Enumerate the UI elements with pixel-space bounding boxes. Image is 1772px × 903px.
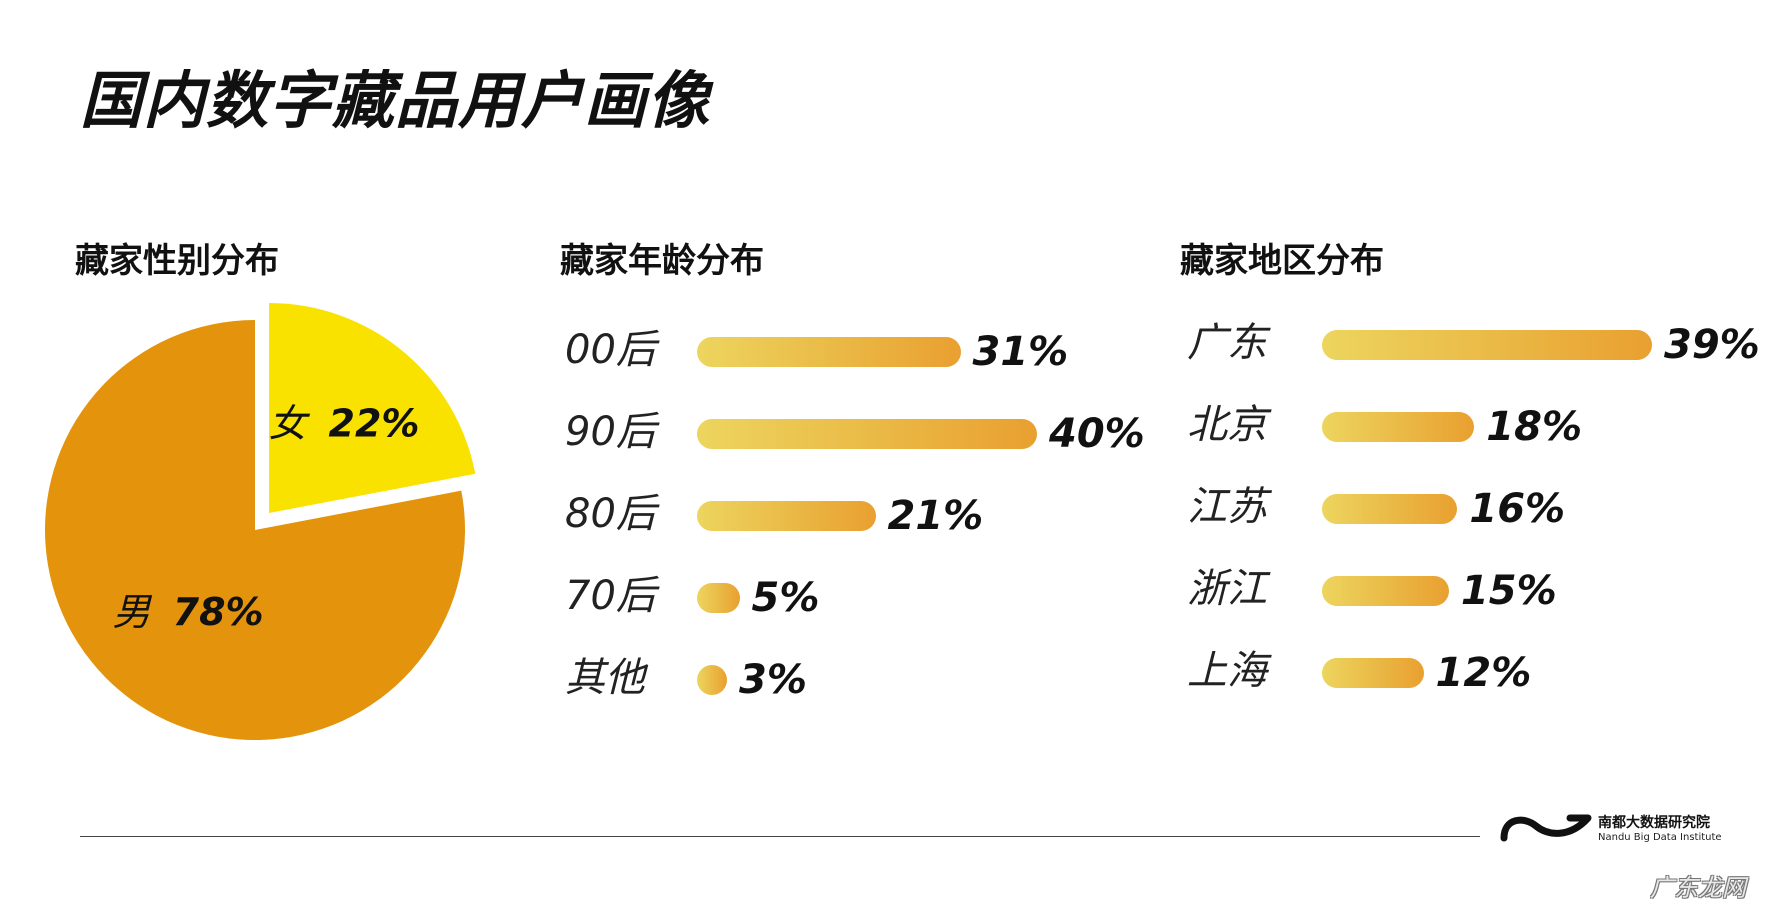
page-title: 国内数字藏品用户画像: [80, 64, 711, 137]
age-category-label: 90后: [565, 409, 656, 455]
age-bar: [697, 501, 876, 531]
region-value-label: 18%: [1486, 404, 1583, 450]
age-category-label: 70后: [565, 573, 656, 619]
age-bar: [697, 337, 961, 367]
gender-panel-title: 藏家性别分布: [75, 241, 279, 281]
region-bar: [1322, 576, 1449, 606]
region-panel-title: 藏家地区分布: [1180, 241, 1384, 281]
region-row: 浙江 15%: [1187, 566, 1772, 614]
region-bar: [1322, 412, 1475, 442]
region-row: 江苏 16%: [1187, 484, 1772, 532]
region-value-label: 16%: [1469, 486, 1566, 532]
region-row: 北京 18%: [1187, 402, 1772, 450]
brand-name-cn: 南都大数据研究院: [1598, 815, 1710, 831]
age-category-label: 00后: [565, 327, 656, 373]
watermark: 广东龙网: [1650, 874, 1746, 902]
pie-label-male: 男 78%: [113, 590, 264, 634]
region-row: 广东 39%: [1187, 320, 1772, 368]
age-value-label: 21%: [887, 493, 984, 539]
region-category-label: 江苏: [1187, 484, 1267, 530]
region-value-label: 12%: [1435, 650, 1532, 696]
footer-divider: [80, 836, 1480, 837]
age-category-label: 80后: [565, 491, 656, 537]
region-value-label: 15%: [1460, 568, 1557, 614]
region-bar: [1322, 494, 1458, 524]
age-row: 80后 21%: [565, 491, 1165, 539]
age-panel-title: 藏家年龄分布: [560, 241, 764, 281]
brand-name-en: Nandu Big Data Institute: [1598, 832, 1722, 843]
age-bar: [697, 419, 1037, 449]
region-category-label: 北京: [1187, 402, 1267, 448]
nandu-logo-icon: [1500, 814, 1592, 842]
age-bar: [697, 583, 740, 613]
region-value-label: 39%: [1664, 322, 1760, 368]
region-bar: [1322, 330, 1652, 360]
age-value-label: 40%: [1049, 411, 1145, 457]
age-row: 其他 3%: [565, 655, 1165, 703]
pie-label-female: 女 22%: [268, 401, 419, 445]
age-value-label: 5%: [751, 575, 820, 621]
age-row: 00后 31%: [565, 327, 1165, 375]
region-bar: [1322, 658, 1424, 688]
age-bar: [697, 665, 727, 695]
region-category-label: 广东: [1187, 320, 1267, 366]
region-category-label: 上海: [1187, 648, 1267, 694]
age-value-label: 3%: [739, 657, 807, 703]
region-category-label: 浙江: [1187, 566, 1267, 612]
pie-slice-female: [269, 303, 476, 514]
pie-slice-male: [45, 320, 465, 740]
region-row: 上海 12%: [1187, 648, 1772, 696]
age-value-label: 31%: [972, 329, 1069, 375]
age-row: 70后 5%: [565, 573, 1165, 621]
age-category-label: 其他: [565, 655, 645, 701]
age-row: 90后 40%: [565, 409, 1165, 457]
gender-pie-chart: 女 22% 男 78%: [45, 303, 476, 740]
